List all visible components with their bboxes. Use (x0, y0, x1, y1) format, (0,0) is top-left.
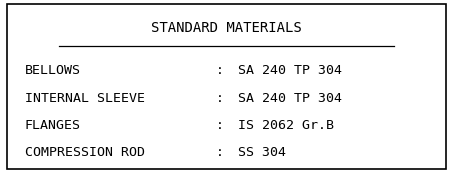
Text: :: : (216, 64, 224, 77)
Text: INTERNAL SLEEVE: INTERNAL SLEEVE (25, 92, 145, 104)
Text: FLANGES: FLANGES (25, 119, 81, 132)
Text: :: : (216, 92, 224, 104)
FancyBboxPatch shape (7, 4, 446, 169)
Text: SA 240 TP 304: SA 240 TP 304 (238, 64, 342, 77)
Text: SS 304: SS 304 (238, 146, 286, 159)
Text: :: : (216, 146, 224, 159)
Text: SA 240 TP 304: SA 240 TP 304 (238, 92, 342, 104)
Text: COMPRESSION ROD: COMPRESSION ROD (25, 146, 145, 159)
Text: BELLOWS: BELLOWS (25, 64, 81, 77)
Text: :: : (216, 119, 224, 132)
Text: STANDARD MATERIALS: STANDARD MATERIALS (151, 21, 302, 35)
Text: IS 2062 Gr.B: IS 2062 Gr.B (238, 119, 334, 132)
